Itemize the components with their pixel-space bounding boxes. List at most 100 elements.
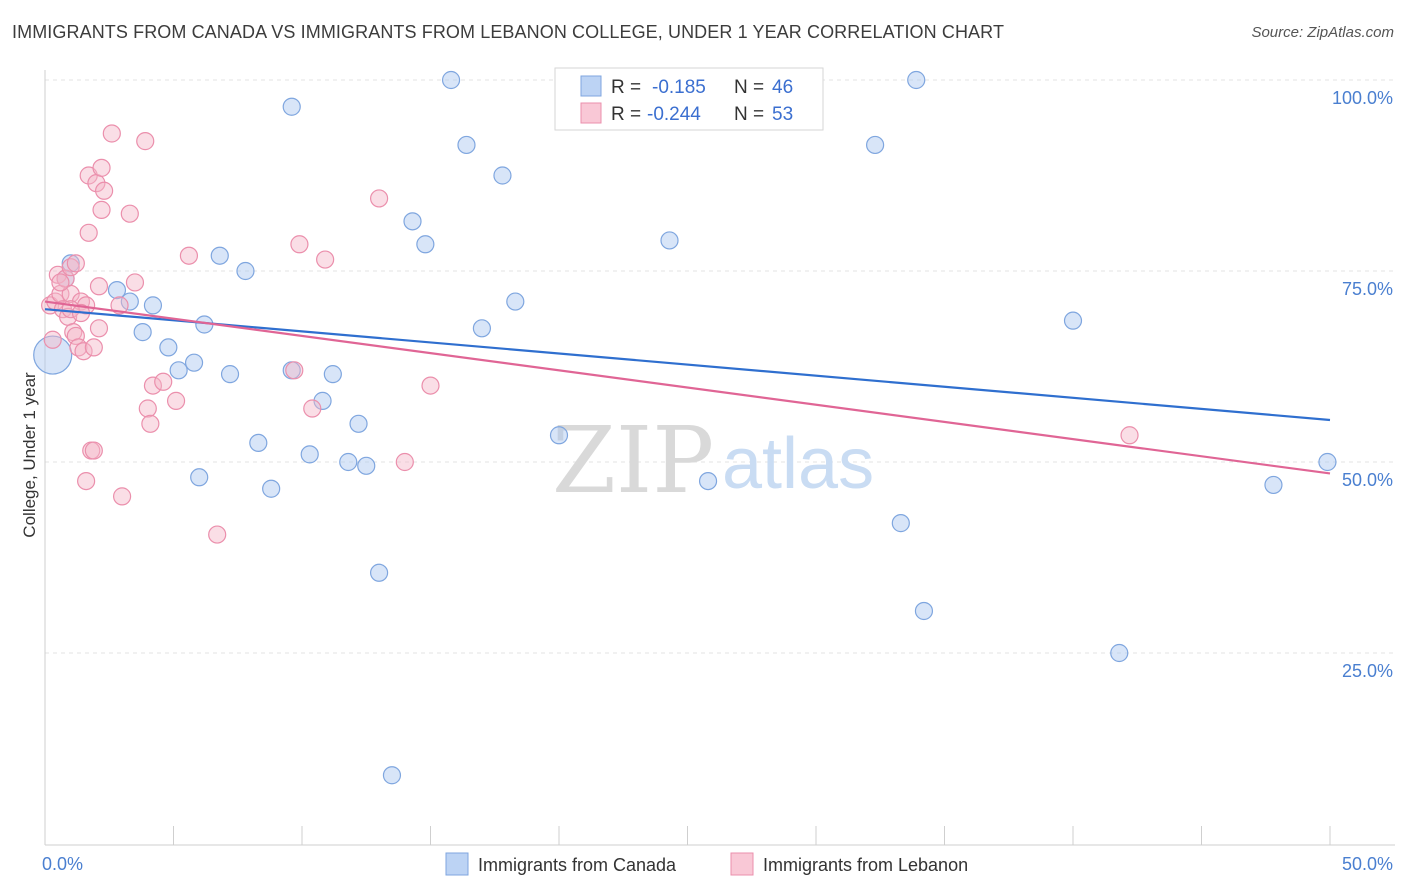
series-legend: Immigrants from Canada Immigrants from L… — [445, 852, 968, 876]
point-canada — [236, 261, 255, 281]
legend-canada-r-label: R = — [611, 77, 641, 98]
point-lebanon — [166, 391, 186, 410]
point-canada — [220, 365, 240, 384]
point-lebanon — [112, 487, 132, 506]
point-lebanon — [110, 296, 129, 315]
watermark-zip: ZIP — [552, 407, 714, 514]
point-canada — [120, 292, 139, 311]
legend-lebanon-n-value: 53 — [772, 104, 793, 125]
point-canada — [370, 563, 389, 582]
point-lebanon — [370, 189, 389, 208]
legend-canada-n-value: 46 — [772, 77, 793, 98]
point-canada — [339, 452, 358, 472]
point-lebanon — [77, 472, 96, 491]
legend-canada-n-label: N = — [734, 77, 764, 98]
point-canada — [866, 135, 885, 155]
legend-lebanon-r-label: R = — [611, 104, 641, 125]
point-lebanon — [138, 399, 157, 418]
point-lebanon — [285, 361, 304, 380]
point-lebanon — [102, 124, 121, 143]
bottom-legend-swatch-canada — [445, 852, 469, 876]
trend-line-lebanon — [44, 300, 1331, 475]
point-canada — [416, 235, 435, 254]
point-canada — [660, 231, 679, 250]
point-lebanon — [208, 525, 227, 544]
point-lebanon — [89, 319, 109, 338]
point-lebanon — [92, 158, 111, 177]
point-lebanon — [51, 273, 70, 292]
point-canada — [441, 70, 461, 90]
point-lebanon — [89, 277, 109, 296]
source-credit: Source: ZipAtlas.com — [1251, 24, 1394, 41]
legend-swatch-canada — [580, 75, 602, 97]
point-lebanon — [421, 376, 440, 395]
bottom-legend-lebanon: Immigrants from Lebanon — [763, 855, 968, 875]
point-canada — [33, 335, 73, 375]
point-canada — [382, 766, 402, 785]
point-lebanon — [303, 399, 322, 418]
point-canada — [300, 445, 319, 464]
point-lebanon — [154, 372, 173, 391]
legend-lebanon-r-value: -0.244 — [647, 104, 701, 125]
point-lebanon — [43, 330, 62, 349]
point-canada — [457, 135, 476, 155]
legend-lebanon-n-label: N = — [734, 104, 764, 125]
point-canada — [907, 70, 926, 90]
point-lebanon — [179, 246, 199, 265]
point-canada — [323, 365, 342, 384]
point-lebanon — [84, 338, 103, 357]
point-lebanon — [395, 452, 414, 472]
point-canada — [1110, 643, 1129, 663]
point-lebanon — [120, 204, 139, 223]
legend-canada-r-value: -0.185 — [652, 77, 706, 98]
trend-line-canada — [44, 308, 1331, 422]
point-lebanon — [66, 326, 85, 346]
x-tick-label: 50.0% — [1342, 854, 1393, 874]
point-canada — [357, 456, 376, 475]
point-lebanon — [79, 223, 98, 242]
point-canada — [349, 414, 368, 433]
point-canada — [1063, 311, 1083, 330]
y-tick-label: 100.0% — [1332, 88, 1393, 108]
x-tick-label: 0.0% — [42, 854, 83, 874]
point-lebanon — [74, 342, 93, 361]
point-canada — [549, 426, 569, 445]
legend-swatch-lebanon — [580, 102, 602, 124]
point-canada — [169, 361, 188, 380]
point-canada — [506, 292, 525, 311]
point-canada — [403, 212, 422, 231]
point-lebanon — [61, 284, 80, 304]
point-lebanon — [141, 414, 160, 433]
y-tick-label: 75.0% — [1342, 279, 1393, 299]
y-tick-labels: 25.0% 50.0% 75.0% 100.0% — [1332, 88, 1393, 681]
chart-title: IMMIGRANTS FROM CANADA VS IMMIGRANTS FRO… — [12, 22, 1005, 42]
point-canada — [184, 353, 204, 372]
point-canada — [159, 338, 178, 357]
data-points — [33, 70, 1337, 785]
point-lebanon — [143, 376, 163, 395]
trend-lines — [44, 300, 1331, 475]
watermark: ZIP atlas — [552, 407, 874, 514]
bottom-legend-canada: Immigrants from Canada — [478, 855, 677, 875]
point-canada — [493, 166, 512, 185]
point-lebanon — [92, 200, 111, 219]
point-canada — [190, 468, 209, 487]
point-canada — [1264, 475, 1283, 495]
point-lebanon — [95, 181, 114, 200]
point-canada — [914, 601, 934, 621]
correlation-legend: R = -0.185 N = 46 R = -0.244 N = 53 — [554, 67, 824, 131]
axes — [44, 70, 1395, 846]
point-lebanon — [136, 132, 155, 151]
y-tick-label: 50.0% — [1342, 470, 1393, 490]
point-canada — [210, 246, 229, 265]
point-lebanon — [290, 235, 309, 254]
point-canada — [698, 472, 718, 491]
point-canada — [282, 97, 301, 116]
point-canada — [472, 319, 491, 338]
point-canada — [262, 479, 281, 498]
point-canada — [1318, 452, 1337, 472]
point-canada — [143, 296, 163, 315]
point-lebanon — [125, 273, 145, 292]
point-lebanon — [66, 254, 85, 273]
